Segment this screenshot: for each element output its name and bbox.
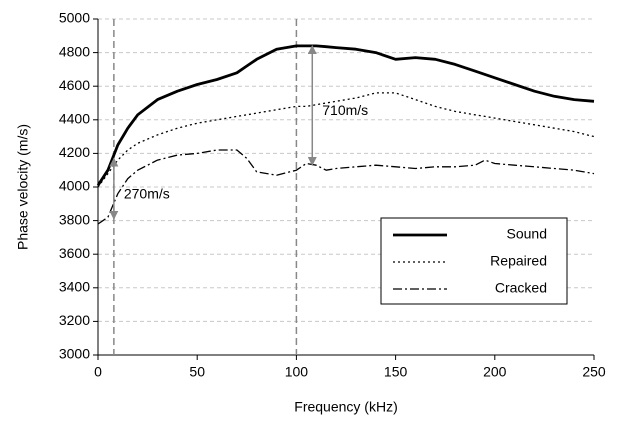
y-tick-label: 5000 bbox=[59, 10, 90, 26]
y-tick-label: 4200 bbox=[59, 144, 90, 160]
annotation-label: 270m/s bbox=[124, 185, 170, 201]
y-tick-label: 3200 bbox=[59, 312, 90, 328]
y-tick-label: 4400 bbox=[59, 111, 90, 127]
x-tick-label: 200 bbox=[483, 364, 507, 380]
y-tick-label: 4600 bbox=[59, 77, 90, 93]
x-tick-label: 100 bbox=[285, 364, 309, 380]
y-tick-label: 4000 bbox=[59, 178, 90, 194]
x-axis-label: Frequency (kHz) bbox=[294, 399, 397, 415]
legend-label: Repaired bbox=[490, 253, 547, 269]
x-tick-label: 150 bbox=[384, 364, 408, 380]
legend-label: Cracked bbox=[495, 280, 547, 296]
series-line bbox=[97, 149, 595, 225]
x-tick-label: 50 bbox=[189, 364, 205, 380]
y-tick-label: 3400 bbox=[59, 279, 90, 295]
y-tick-label: 4800 bbox=[59, 43, 90, 59]
y-tick-label: 3600 bbox=[59, 245, 90, 261]
x-tick-label: 0 bbox=[94, 364, 102, 380]
y-tick-label: 3800 bbox=[59, 211, 90, 227]
annotation-label: 710m/s bbox=[322, 102, 368, 118]
y-axis-label: Phase velocity (m/s) bbox=[15, 124, 31, 250]
y-tick-label: 3000 bbox=[59, 346, 90, 362]
legend-label: Sound bbox=[507, 226, 547, 242]
x-tick-label: 250 bbox=[582, 364, 606, 380]
series-line bbox=[96, 44, 595, 187]
legend-box bbox=[380, 217, 568, 305]
